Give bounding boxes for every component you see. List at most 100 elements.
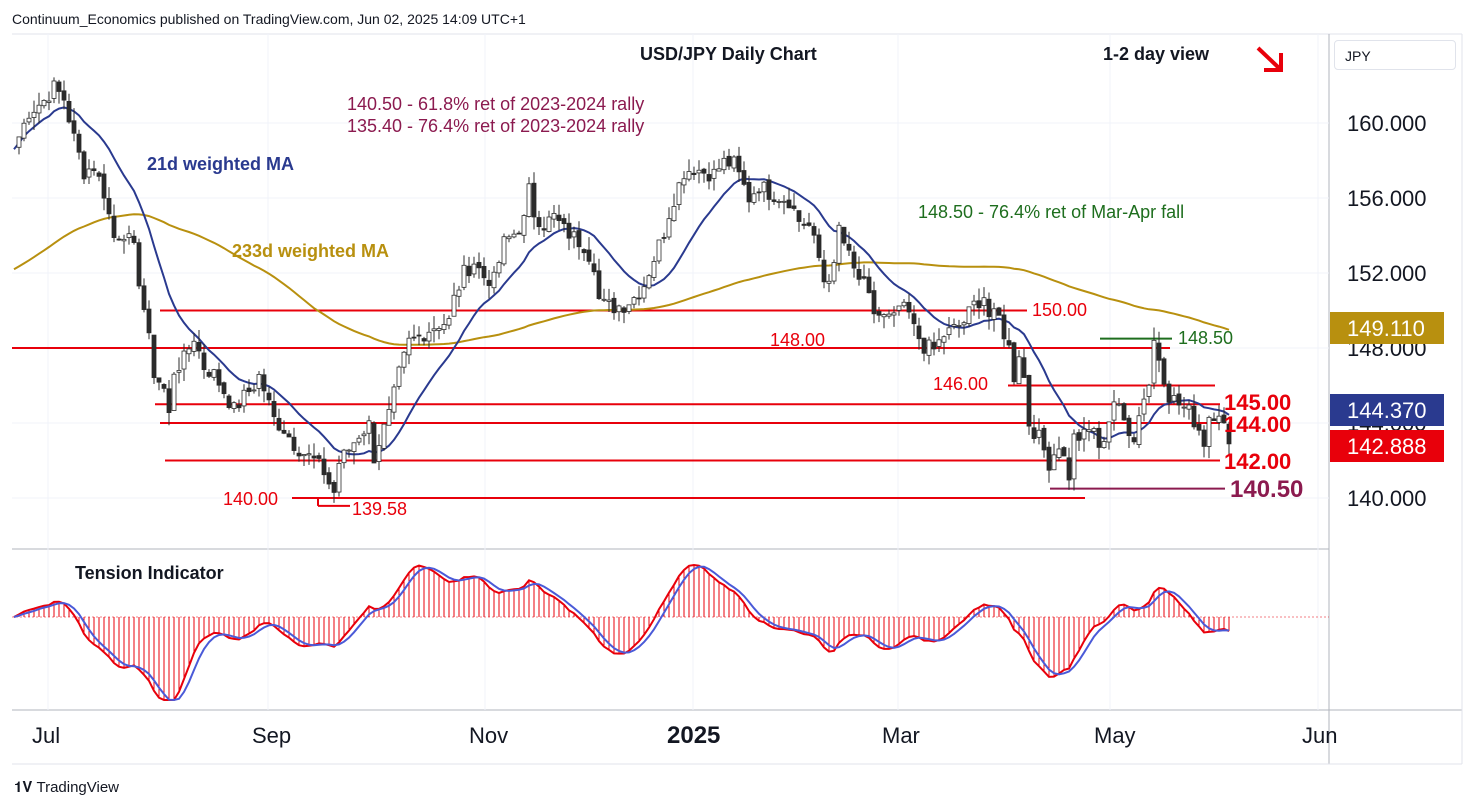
- candle-body: [366, 420, 372, 434]
- candle-body: [451, 294, 457, 317]
- candle-body: [806, 222, 812, 226]
- candle-body: [551, 213, 557, 220]
- candle-body: [596, 270, 602, 300]
- candle-body: [916, 325, 922, 340]
- candle-body: [141, 285, 147, 310]
- candle-body: [926, 339, 932, 356]
- level-label-142: 142.00: [1224, 449, 1291, 474]
- candle-body: [771, 199, 777, 202]
- candle-body: [1026, 374, 1032, 427]
- candle-body: [346, 449, 352, 452]
- candle-body: [176, 370, 182, 373]
- candle-body: [1051, 454, 1057, 471]
- candle-body: [866, 276, 872, 294]
- tension-fast-line: [13, 563, 1230, 701]
- candle-body: [1196, 424, 1202, 431]
- candle-body: [611, 297, 617, 314]
- candle-body: [1166, 383, 1172, 403]
- x-tick-label: May: [1094, 723, 1136, 748]
- candle-body: [566, 222, 572, 239]
- candle-body: [901, 301, 907, 307]
- candle-body: [151, 334, 157, 379]
- candle-body: [16, 136, 22, 148]
- price-tags: 149.110 144.370 142.888: [1330, 312, 1444, 462]
- candle-body: [826, 280, 832, 284]
- candle-body: [466, 265, 472, 277]
- candle-body: [486, 279, 492, 286]
- candle-body: [671, 206, 677, 222]
- candle-body: [311, 455, 317, 459]
- candle-body: [776, 201, 782, 203]
- candle-body: [966, 306, 972, 324]
- tv-mark: 𝟏𝐕: [14, 779, 33, 796]
- candle-body: [546, 216, 552, 232]
- candle-body: [501, 236, 507, 265]
- tension-slow-line: [13, 565, 1230, 702]
- candle-body: [101, 173, 107, 199]
- candle-body: [856, 268, 862, 280]
- candle-body: [86, 168, 92, 178]
- candle-body: [446, 318, 452, 326]
- candle-body: [531, 182, 537, 218]
- candle-body: [321, 458, 327, 476]
- price-tag-bg: [1330, 394, 1444, 426]
- level-label-144: 144.00: [1224, 412, 1291, 437]
- candle-body: [1041, 427, 1047, 451]
- candle-body: [1171, 395, 1177, 402]
- candle-body: [171, 373, 177, 411]
- candle-body: [511, 233, 517, 238]
- candle-body: [736, 155, 742, 173]
- candle-body: [496, 262, 502, 274]
- candle-body: [146, 308, 152, 334]
- level-label-148-50: 148.50: [1178, 328, 1233, 348]
- time-axis[interactable]: Jul Sep Nov 2025 Mar May Jun: [32, 722, 1337, 749]
- candle-body: [676, 182, 682, 205]
- currency-selector[interactable]: JPY: [1334, 40, 1456, 70]
- y-tick-label: 156.000: [1347, 186, 1427, 211]
- candle-body: [1136, 415, 1142, 445]
- candle-body: [781, 200, 787, 203]
- candle-body: [906, 301, 912, 313]
- candle-body: [441, 324, 447, 330]
- candle-body: [521, 215, 527, 236]
- candle-body: [211, 369, 217, 378]
- candle-body: [61, 90, 67, 101]
- candle-body: [1131, 437, 1137, 443]
- candle-body: [281, 429, 287, 434]
- candle-body: [1146, 384, 1152, 397]
- candle-body: [196, 341, 202, 352]
- candle-body: [1066, 457, 1072, 481]
- candle-body: [996, 307, 1002, 316]
- candle-body: [1191, 405, 1197, 428]
- candle-body: [271, 401, 277, 418]
- candle-body: [786, 199, 792, 209]
- candle-body: [471, 263, 477, 275]
- candle-body: [646, 275, 652, 289]
- candle-body: [1011, 342, 1017, 383]
- candle-body: [381, 423, 387, 449]
- candle-body: [986, 298, 992, 318]
- candle-body: [1091, 428, 1097, 432]
- candle-body: [1036, 429, 1042, 438]
- candle-body: [256, 373, 262, 389]
- candle-body: [816, 234, 822, 258]
- candle-body: [236, 404, 242, 409]
- candle-body: [111, 215, 117, 238]
- tradingview-logo[interactable]: 𝟏𝐕 TradingView: [14, 779, 119, 796]
- candle-body: [21, 122, 27, 139]
- y-tick-label: 152.000: [1347, 261, 1427, 286]
- candle-body: [1071, 433, 1077, 480]
- candle-body: [56, 81, 62, 92]
- candle-body: [81, 151, 87, 180]
- candle-body: [1021, 357, 1027, 378]
- candle-body: [351, 442, 357, 452]
- candle-body: [1226, 423, 1232, 445]
- candle-body: [1001, 314, 1007, 340]
- x-tick-label: Nov: [469, 723, 508, 748]
- candle-body: [1206, 416, 1212, 447]
- candle-body: [931, 341, 937, 350]
- candle-body: [1186, 404, 1192, 410]
- candle-body: [331, 482, 337, 493]
- candle-body: [66, 100, 72, 123]
